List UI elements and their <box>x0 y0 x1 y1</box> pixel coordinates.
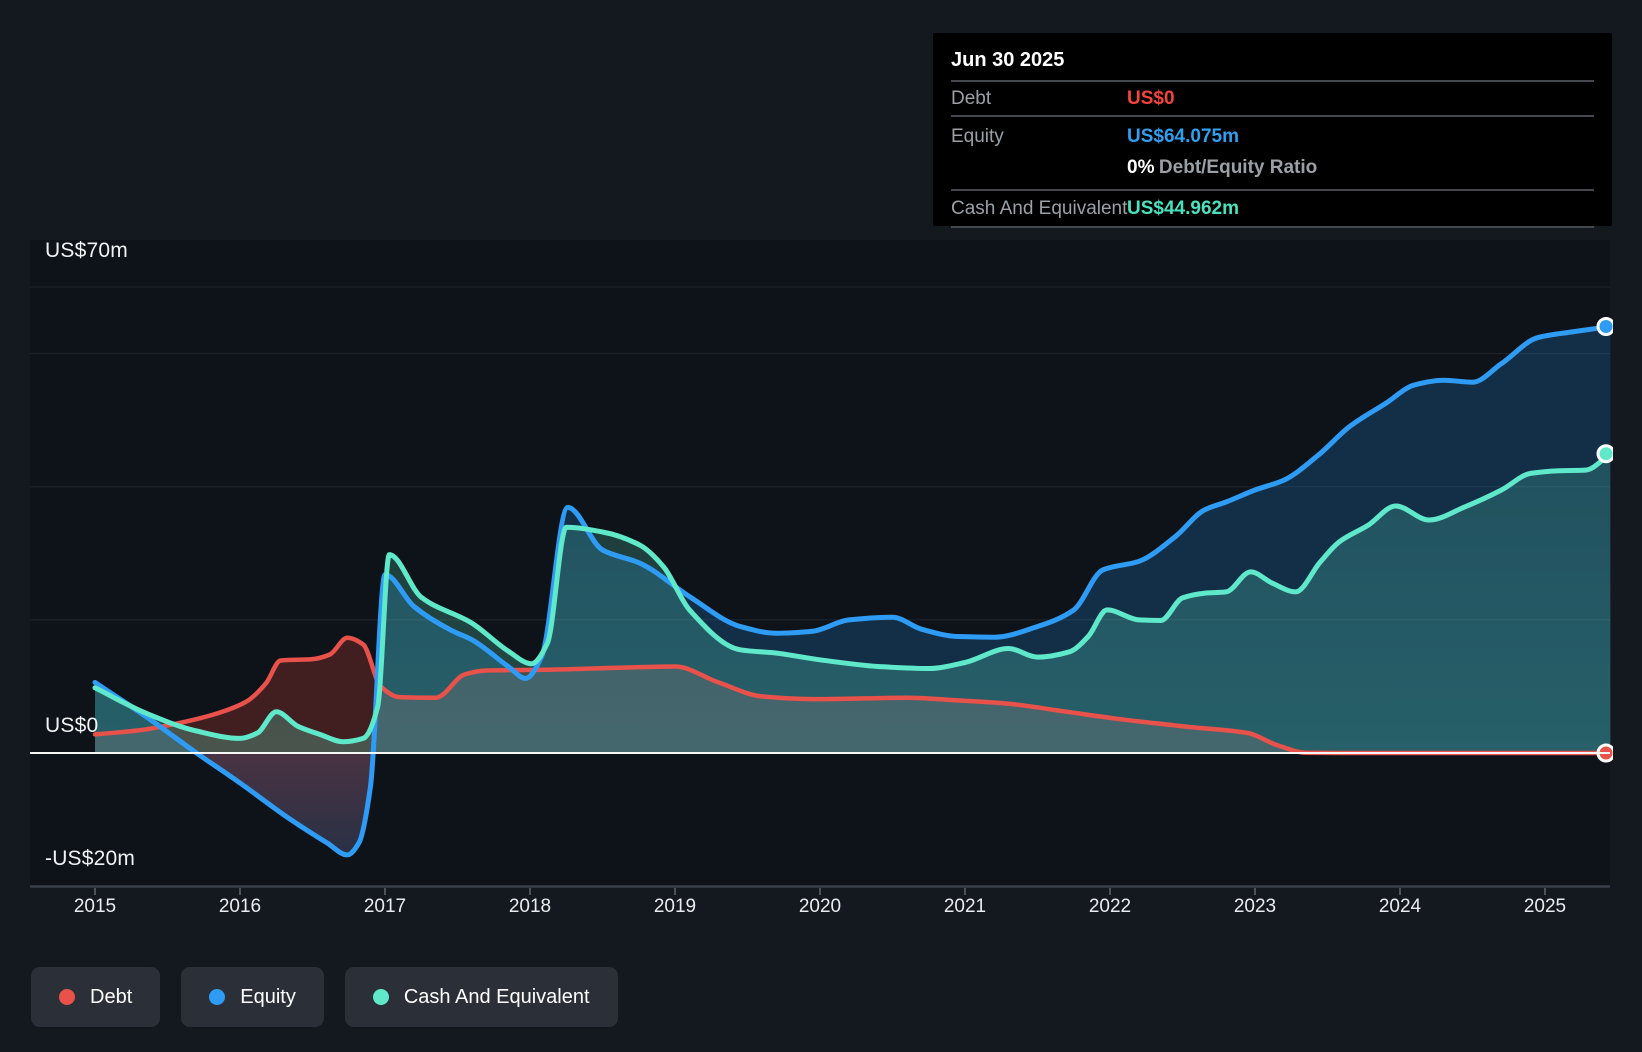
tooltip-date: Jun 30 2025 <box>951 33 1594 82</box>
tooltip-equity-value: US$64.075m <box>1127 125 1239 147</box>
chart-tooltip: Jun 30 2025 Debt US$0 Equity US$64.075m … <box>933 33 1612 228</box>
cash-endpoint-marker <box>1596 444 1613 464</box>
debt-series-dot-icon <box>59 989 75 1005</box>
y-axis-label-70m: US$70m <box>45 239 128 262</box>
x-axis-label-2016: 2016 <box>218 896 262 917</box>
chart-legend: Debt Equity Cash And Equivalent <box>31 967 618 1027</box>
tooltip-equity-block: Equity US$64.075m 0% Debt/Equity Ratio <box>951 117 1594 191</box>
tooltip-debt-label: Debt <box>951 87 992 109</box>
x-axis-label-2024: 2024 <box>1378 896 1422 917</box>
tooltip-cash-label: Cash And Equivalent <box>951 197 1128 219</box>
x-axis-label-2022: 2022 <box>1088 896 1132 917</box>
x-axis-label-2023: 2023 <box>1233 896 1277 917</box>
equity-endpoint-marker <box>1596 317 1613 336</box>
legend-equity-label: Equity <box>240 985 296 1008</box>
legend-cash-label: Cash And Equivalent <box>403 985 590 1008</box>
tooltip-debt-row: Debt US$0 <box>951 82 1594 117</box>
x-axis-label-2018: 2018 <box>508 896 552 917</box>
legend-item-cash[interactable]: Cash And Equivalent <box>344 967 618 1027</box>
equity-series-dot-icon <box>209 989 226 1005</box>
legend-item-equity[interactable]: Equity <box>181 967 324 1027</box>
x-axis-label-2025: 2025 <box>1523 896 1567 917</box>
y-axis-label-zero: US$0 <box>45 714 99 737</box>
x-axis-label-2020: 2020 <box>798 896 842 917</box>
tooltip-ratio: 0% Debt/Equity Ratio <box>1127 157 1594 179</box>
tooltip-equity-label: Equity <box>951 125 1004 147</box>
tooltip-debt-value: US$0 <box>1127 87 1175 109</box>
cash-series-dot-icon <box>372 989 389 1005</box>
tooltip-cash-value: US$44.962m <box>1127 197 1239 219</box>
x-axis-label-2021: 2021 <box>943 896 987 917</box>
legend-item-debt[interactable]: Debt <box>31 967 161 1027</box>
y-axis-label-neg20m: -US$20m <box>45 847 136 870</box>
x-axis-label-2015: 2015 <box>73 896 117 917</box>
x-axis-label-2019: 2019 <box>653 896 697 917</box>
x-axis-label-2017: 2017 <box>363 896 407 917</box>
tooltip-cash-row: Cash And Equivalent US$44.962m <box>951 191 1594 228</box>
tooltip-ratio-label: Debt/Equity Ratio <box>1158 156 1318 178</box>
tooltip-ratio-value: 0% <box>1127 156 1155 178</box>
legend-debt-label: Debt <box>90 985 133 1008</box>
